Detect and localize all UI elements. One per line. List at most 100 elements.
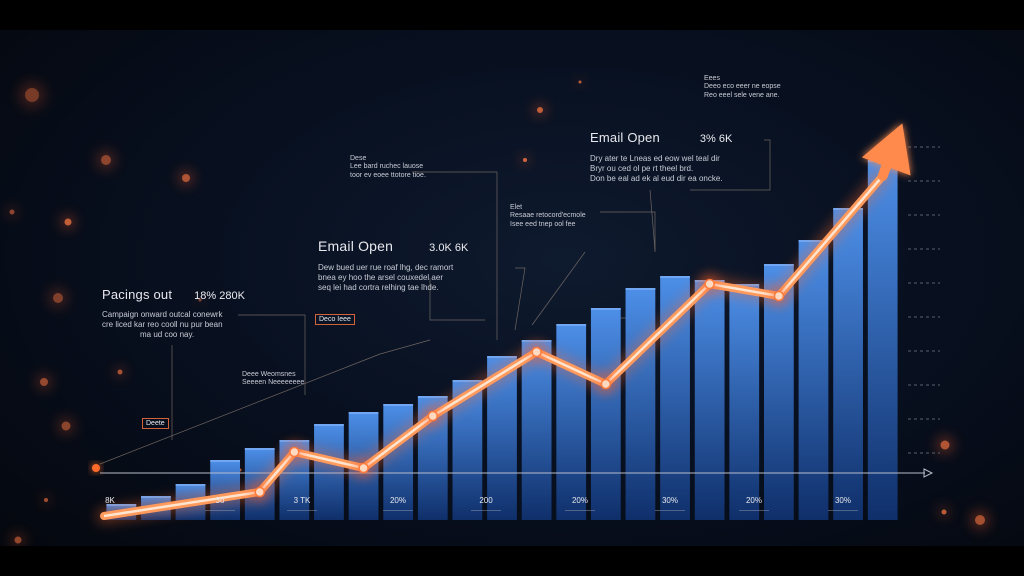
x-tick-label-4: 200 xyxy=(479,496,493,505)
trend-marker xyxy=(600,378,612,390)
tag-mid: Deco Ieee xyxy=(315,314,355,325)
trend-marker xyxy=(773,290,785,302)
bokeh-dot-core xyxy=(975,515,985,525)
connector-line xyxy=(531,251,586,326)
note-top-left: Dese Lee bard ruchec lauose toor ev eoee… xyxy=(350,155,426,180)
bar-18 xyxy=(729,284,760,520)
x-tick-sub-8: ————— xyxy=(828,508,858,514)
annotation-mid-title: Email Open xyxy=(318,238,394,254)
bar-cap-20 xyxy=(798,240,829,242)
bokeh-dot-core xyxy=(14,536,22,544)
note-top-left-line-1: Lee bard ruchec lauose xyxy=(350,163,424,171)
bokeh-dot-core xyxy=(182,174,190,182)
trend-marker xyxy=(358,462,369,474)
bar-19 xyxy=(763,264,794,520)
note-far-right: Eees Deeo eco eeer ne eopse Reo eeel sel… xyxy=(704,75,781,100)
bar-cap-6 xyxy=(314,424,344,426)
annotation-mid-line-1: Dew bued uer rue roaf lhg, dec ramort xyxy=(318,263,454,272)
note-far-right-head: Eees xyxy=(704,75,720,82)
bokeh-dot-core xyxy=(53,293,63,303)
x-tick-sub-5: ————— xyxy=(565,508,595,514)
annotation-mid-value: 3.0K 6K xyxy=(429,242,469,254)
trend-start-dot xyxy=(92,464,100,472)
annotation-right-title: Email Open xyxy=(590,130,660,145)
bar-22 xyxy=(867,160,898,520)
bar-cap-4 xyxy=(244,448,275,450)
annotation-left-title: Pacings out xyxy=(102,287,173,302)
bar-21 xyxy=(833,208,863,520)
bokeh-dot-core xyxy=(537,107,543,113)
x-tick-label-0: 8K xyxy=(105,496,115,505)
bokeh-dot-core xyxy=(9,209,15,215)
annotation-right-value: 3% 6K xyxy=(699,133,733,145)
annotation-mid-line-3: seq lei had cortra relhing tae lhde. xyxy=(318,283,439,292)
right-dash-gridlines xyxy=(908,146,940,454)
tag-low: Deete xyxy=(142,418,169,429)
bar-cap-9 xyxy=(417,396,448,398)
bar-12 xyxy=(521,340,552,520)
bokeh-dot xyxy=(18,81,46,109)
x-tick-label-7: 20% xyxy=(745,496,762,505)
annotation-right-line-2: Bryr ou ced ol pe rt theel brd. xyxy=(590,164,694,173)
note-top-left-line-2: toor ev eoee ttotore tioe. xyxy=(350,171,426,179)
bokeh-dot-core xyxy=(101,155,111,165)
bar-cap-3 xyxy=(210,460,241,462)
bar-cap-2 xyxy=(175,484,206,486)
bar-cap-19 xyxy=(763,264,794,266)
note-mid: Elet Resaae retocord'ecmole Isee eed tne… xyxy=(510,204,586,229)
bar-13 xyxy=(556,324,587,520)
annotation-mid: Email Open 3.0K 6K Dew bued uer rue roaf … xyxy=(318,237,468,293)
connector-line xyxy=(600,211,656,252)
x-tick-sub-2: ————— xyxy=(287,508,317,514)
bar-cap-0 xyxy=(106,504,137,506)
trend-marker xyxy=(704,278,715,290)
trend-marker xyxy=(531,346,542,358)
note-low: Deee Weomsnes Seeeen Neeeeeeee xyxy=(242,371,304,388)
bar-cap-13 xyxy=(556,324,587,326)
bokeh-dot-core xyxy=(64,218,72,226)
x-tick-sub-7: ————— xyxy=(739,508,769,514)
bar-17 xyxy=(694,280,725,520)
annotation-connectors xyxy=(99,139,771,465)
trend-marker xyxy=(427,410,439,422)
bokeh-dot-core xyxy=(40,378,48,386)
x-tick-label-2: 3 TK xyxy=(293,496,311,505)
x-tick-sub-1: ————— xyxy=(205,508,235,514)
bar-14 xyxy=(590,308,621,520)
bar-cap-15 xyxy=(625,288,656,290)
bokeh-dot xyxy=(48,288,68,308)
bar-cap-12 xyxy=(521,340,552,342)
bar-cap-7 xyxy=(348,412,379,414)
note-low-line-2: Seeeen Neeeeeeee xyxy=(242,379,305,387)
connector-line xyxy=(514,267,526,331)
trend-arrow-shaft xyxy=(877,161,892,181)
bar-8 xyxy=(383,404,414,520)
x-tick-label-8: 30% xyxy=(834,496,851,505)
trend-marker xyxy=(289,446,300,458)
bar-cap-5 xyxy=(279,440,310,442)
bokeh-dot-core xyxy=(940,440,950,450)
bar-cap-8 xyxy=(383,404,414,406)
bokeh-dot-core xyxy=(25,88,39,102)
bokeh-dot-core xyxy=(198,298,202,302)
annotation-right-line-3: Don be eal ad ek al eud dir ea oncke. xyxy=(590,174,723,183)
x-axis-arrow-icon xyxy=(923,468,934,478)
bokeh-dot-core xyxy=(117,369,123,375)
annotation-left: Pacings out 18% 280K Campaign onward outc… xyxy=(102,285,245,340)
bar-cap-1 xyxy=(141,496,171,498)
note-mid-head: Elet xyxy=(510,204,523,211)
x-tick-sub-3: ————— xyxy=(383,508,413,514)
annotation-left-line-1: Campaign onward outcal conewrk xyxy=(102,310,223,319)
bar-20 xyxy=(798,240,829,520)
bokeh-dot-core xyxy=(941,509,947,515)
bar-cap-14 xyxy=(590,308,621,310)
connector-line xyxy=(412,171,498,340)
connector-line xyxy=(690,139,771,191)
x-tick-sub-6: ————— xyxy=(655,508,685,514)
note-far-right-line-1: Deeo eco eeer ne eopse xyxy=(704,83,781,91)
bar-cap-10 xyxy=(452,380,483,382)
bokeh-dot-core xyxy=(523,158,527,162)
bokeh-dot-core xyxy=(44,498,48,502)
